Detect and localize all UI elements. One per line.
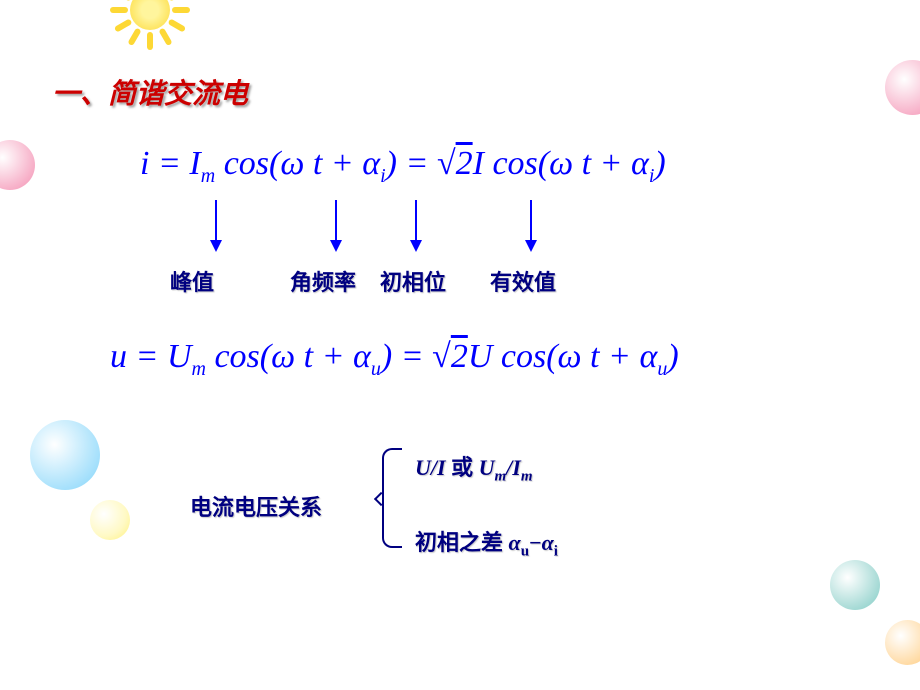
section-title: 一、简谐交流电 bbox=[52, 72, 248, 112]
relation-phase-diff: 初相之差 αu−αi bbox=[415, 525, 558, 560]
balloon-decoration bbox=[0, 140, 35, 190]
sun-decoration bbox=[110, 0, 190, 50]
balloon-decoration bbox=[30, 420, 100, 490]
label-rms: 有效值 bbox=[490, 265, 556, 297]
current-formula: i = Im cos(ω t + αi) = √2I cos(ω t + αi) bbox=[140, 145, 666, 188]
balloon-decoration bbox=[885, 60, 920, 115]
label-peak: 峰值 bbox=[170, 265, 214, 297]
balloon-decoration bbox=[830, 560, 880, 610]
voltage-formula: u = Um cos(ω t + αu) = √2U cos(ω t + αu) bbox=[110, 338, 679, 381]
relation-label: 电流电压关系 bbox=[190, 490, 322, 522]
label-angular-freq: 角频率 bbox=[290, 265, 356, 297]
balloon-decoration bbox=[885, 620, 920, 665]
arrow-peak bbox=[215, 200, 217, 250]
arrow-angular-freq bbox=[335, 200, 337, 250]
sun-core bbox=[130, 0, 170, 30]
brace-icon bbox=[382, 448, 402, 548]
arrow-rms bbox=[530, 200, 532, 250]
balloon-decoration bbox=[90, 500, 130, 540]
arrow-initial-phase bbox=[415, 200, 417, 250]
label-initial-phase: 初相位 bbox=[380, 265, 446, 297]
relation-ratio: U/I 或 Um/Im bbox=[415, 450, 533, 485]
